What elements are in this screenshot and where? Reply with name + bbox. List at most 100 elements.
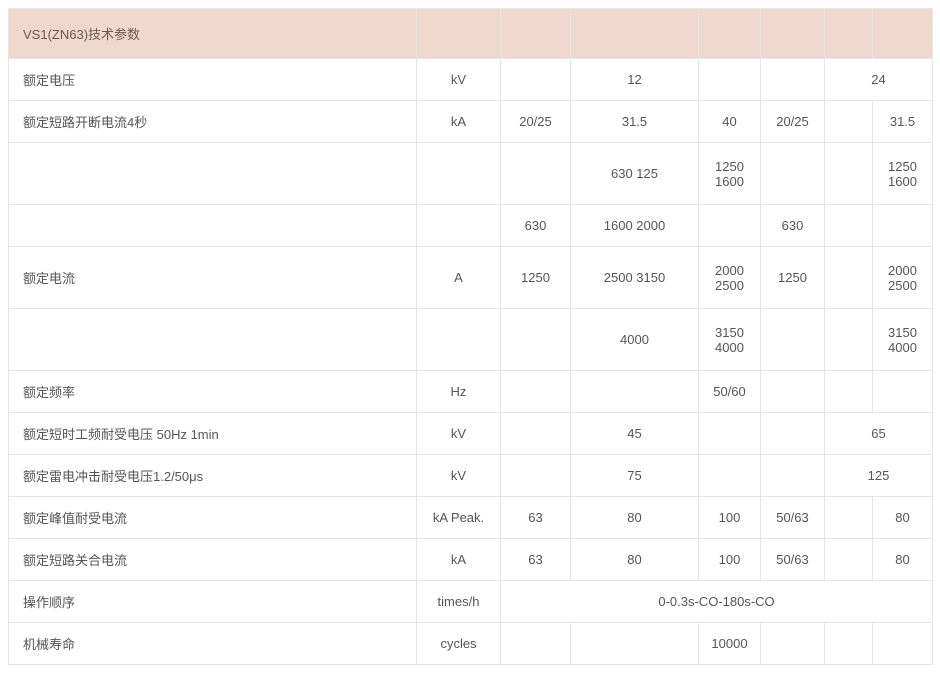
unit-cell: times/h	[417, 581, 501, 623]
value-cell: 50/63	[761, 497, 825, 539]
value-cell: 40	[699, 101, 761, 143]
row-label: 额定频率	[9, 371, 417, 413]
header-cell	[417, 9, 501, 59]
row-label: 额定雷电冲击耐受电压1.2/50μs	[9, 455, 417, 497]
table-row: 额定峰值耐受电流kA Peak.638010050/6380	[9, 497, 933, 539]
value-cell: 63	[501, 539, 571, 581]
value-cell: 20/25	[761, 101, 825, 143]
value-cell: 20002500	[699, 247, 761, 309]
value-cell	[699, 413, 761, 455]
value-cell	[761, 413, 825, 455]
header-cell	[699, 9, 761, 59]
table-row: 机械寿命cycles10000	[9, 623, 933, 665]
value-cell	[761, 455, 825, 497]
value-cell: 31.5	[571, 101, 699, 143]
unit-cell: kV	[417, 455, 501, 497]
table-row: 40003150400031504000	[9, 309, 933, 371]
value-cell: 31.5	[873, 101, 933, 143]
table-title: VS1(ZN63)技术参数	[9, 9, 417, 59]
value-cell	[825, 101, 873, 143]
unit-cell	[417, 309, 501, 371]
unit-cell: kV	[417, 59, 501, 101]
value-cell: 1250	[501, 247, 571, 309]
unit-cell	[417, 205, 501, 247]
value-cell: 630	[501, 205, 571, 247]
value-cell: 12501600	[699, 143, 761, 205]
value-cell	[501, 59, 571, 101]
value-cell: 50/60	[699, 371, 761, 413]
value-cell: 630	[761, 205, 825, 247]
header-cell	[571, 9, 699, 59]
value-cell: 2500 3150	[571, 247, 699, 309]
unit-cell: A	[417, 247, 501, 309]
row-label: 额定电压	[9, 59, 417, 101]
value-cell: 4000	[571, 309, 699, 371]
table-row: 6301600 2000630	[9, 205, 933, 247]
value-cell	[501, 371, 571, 413]
value-cell: 100	[699, 539, 761, 581]
value-cell	[825, 247, 873, 309]
spec-table: VS1(ZN63)技术参数 额定电压kV1224额定短路开断电流4秒kA20/2…	[8, 8, 933, 665]
table-row: 额定电压kV 12 24	[9, 59, 933, 101]
unit-cell: Hz	[417, 371, 501, 413]
unit-cell: cycles	[417, 623, 501, 665]
value-cell: 20002500	[873, 247, 933, 309]
value-cell: 12501600	[873, 143, 933, 205]
value-cell: 20/25	[501, 101, 571, 143]
value-cell: 75	[571, 455, 699, 497]
value-cell	[571, 623, 699, 665]
value-cell	[873, 371, 933, 413]
value-cell: 65	[825, 413, 933, 455]
value-cell	[501, 413, 571, 455]
value-cell: 100	[699, 497, 761, 539]
value-cell: 80	[571, 539, 699, 581]
table-row: 额定频率Hz 50/60	[9, 371, 933, 413]
value-cell: 1600 2000	[571, 205, 699, 247]
header-cell	[825, 9, 873, 59]
row-label: 额定电流	[9, 247, 417, 309]
value-cell	[501, 309, 571, 371]
value-cell	[825, 143, 873, 205]
value-cell	[825, 371, 873, 413]
row-label: 额定短路关合电流	[9, 539, 417, 581]
unit-cell: kA	[417, 101, 501, 143]
unit-cell: kA Peak.	[417, 497, 501, 539]
value-cell: 63	[501, 497, 571, 539]
value-cell: 80	[873, 539, 933, 581]
value-cell	[699, 205, 761, 247]
value-cell	[873, 205, 933, 247]
value-cell: 125	[825, 455, 933, 497]
value-cell	[699, 59, 761, 101]
value-cell	[825, 539, 873, 581]
value-cell: 12	[571, 59, 699, 101]
table-row: 额定短路关合电流kA638010050/6380	[9, 539, 933, 581]
row-label	[9, 309, 417, 371]
row-label: 额定短路开断电流4秒	[9, 101, 417, 143]
value-cell	[825, 623, 873, 665]
header-cell	[501, 9, 571, 59]
unit-cell: kV	[417, 413, 501, 455]
table-row: 额定短路开断电流4秒kA20/2531.54020/2531.5	[9, 101, 933, 143]
row-label: 额定峰值耐受电流	[9, 497, 417, 539]
value-cell: 45	[571, 413, 699, 455]
value-cell	[501, 455, 571, 497]
value-cell	[501, 143, 571, 205]
table-body: 额定电压kV1224额定短路开断电流4秒kA20/2531.54020/2531…	[9, 59, 933, 665]
value-cell	[873, 623, 933, 665]
row-label: 额定短时工频耐受电压 50Hz 1min	[9, 413, 417, 455]
header-cell	[873, 9, 933, 59]
table-row: 额定雷电冲击耐受电压1.2/50μskV 75 125	[9, 455, 933, 497]
row-label	[9, 143, 417, 205]
unit-cell: kA	[417, 539, 501, 581]
value-cell: 31504000	[873, 309, 933, 371]
value-cell	[501, 623, 571, 665]
value-cell	[761, 623, 825, 665]
value-cell	[761, 371, 825, 413]
value-cell	[761, 309, 825, 371]
value-cell	[825, 205, 873, 247]
value-cell: 24	[825, 59, 933, 101]
header-row: VS1(ZN63)技术参数	[9, 9, 933, 59]
value-cell: 31504000	[699, 309, 761, 371]
value-cell	[761, 59, 825, 101]
value-cell: 630 125	[571, 143, 699, 205]
